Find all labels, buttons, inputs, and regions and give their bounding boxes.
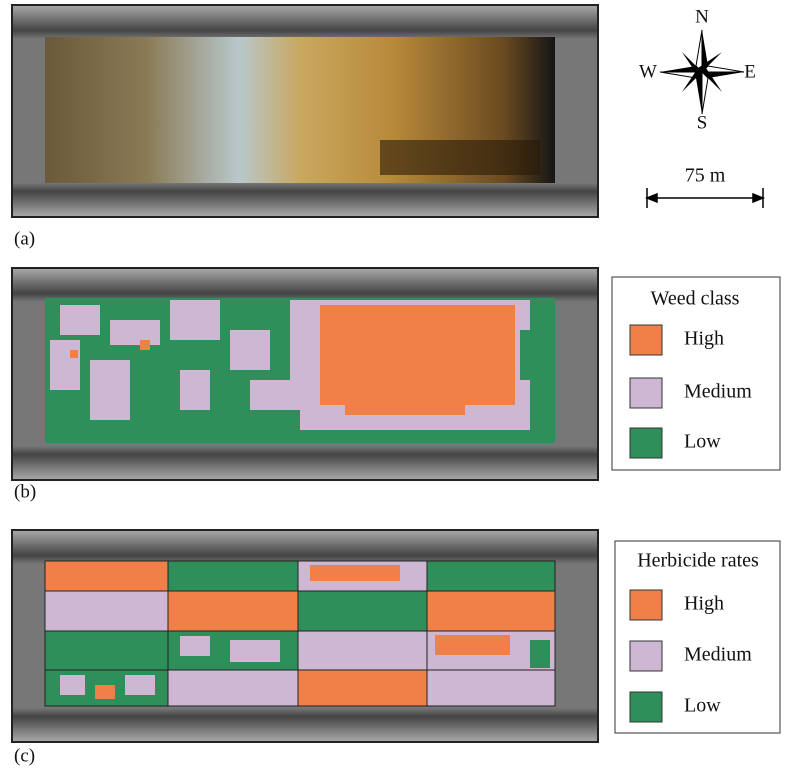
legend-title: Weed class <box>651 288 740 310</box>
panel-c <box>12 530 598 742</box>
figure: (a) N W E S 75 m ( <box>0 0 794 773</box>
compass <box>660 30 744 114</box>
compass-s: S <box>697 112 708 133</box>
compass-n: N <box>695 6 709 27</box>
scale-bar <box>647 188 763 208</box>
compass-w: W <box>639 61 657 82</box>
panel-b <box>12 268 598 480</box>
panel-label: (a) <box>14 228 35 249</box>
legend-title: Herbicide rates <box>637 550 759 572</box>
compass-e: E <box>744 61 756 82</box>
panel-label: (b) <box>14 481 36 502</box>
legend-label: High <box>684 328 724 350</box>
scale-label: 75 m <box>685 165 726 187</box>
panel-label: (c) <box>14 745 35 766</box>
legend-label: Low <box>684 431 721 453</box>
panel-a <box>12 5 598 217</box>
legend-label: Low <box>684 695 721 717</box>
legend-label: Medium <box>684 381 752 403</box>
legend-label: Medium <box>684 644 752 666</box>
legend-label: High <box>684 593 724 615</box>
